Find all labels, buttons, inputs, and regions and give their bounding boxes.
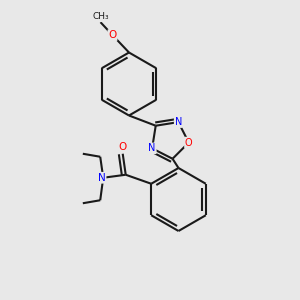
- Text: O: O: [108, 30, 117, 40]
- Text: O: O: [185, 138, 193, 148]
- Text: N: N: [175, 117, 182, 127]
- Text: N: N: [148, 143, 156, 153]
- Text: CH₃: CH₃: [92, 12, 109, 21]
- Text: N: N: [98, 173, 106, 183]
- Text: O: O: [118, 142, 127, 152]
